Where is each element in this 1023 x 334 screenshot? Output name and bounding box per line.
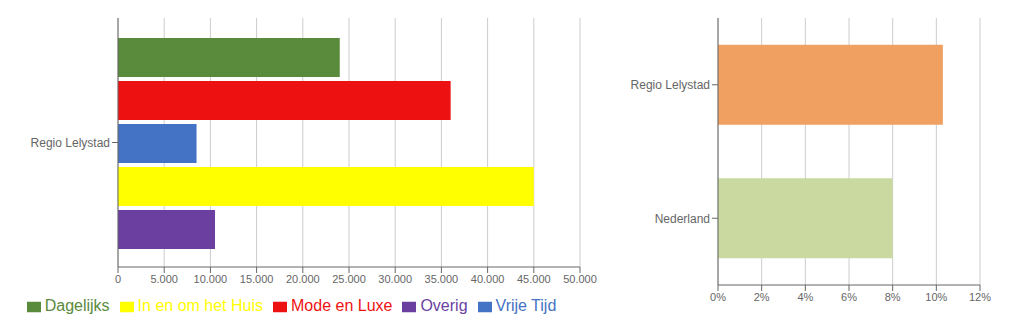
svg-text:45.000: 45.000 bbox=[517, 273, 551, 285]
svg-text:4%: 4% bbox=[797, 291, 813, 303]
svg-text:Regio Lelystad: Regio Lelystad bbox=[631, 78, 710, 92]
svg-text:0: 0 bbox=[115, 273, 121, 285]
svg-text:50.000: 50.000 bbox=[563, 273, 597, 285]
svg-text:40.000: 40.000 bbox=[471, 273, 505, 285]
html-text:Overig: Overig bbox=[420, 297, 468, 314]
html-text:Vrije Tijd: Vrije Tijd bbox=[495, 297, 557, 314]
svg-text:8%: 8% bbox=[885, 291, 901, 303]
svg-text:12%: 12% bbox=[969, 291, 991, 303]
svg-text:25.000: 25.000 bbox=[332, 273, 366, 285]
svg-text:10.000: 10.000 bbox=[194, 273, 228, 285]
svg-text:5.000: 5.000 bbox=[150, 273, 178, 285]
svg-text:Nederland: Nederland bbox=[655, 212, 710, 226]
svg-text:35.000: 35.000 bbox=[425, 273, 459, 285]
svg-text:20.000: 20.000 bbox=[286, 273, 320, 285]
svg-text:15.000: 15.000 bbox=[240, 273, 274, 285]
svg-text:2%: 2% bbox=[754, 291, 770, 303]
svg-text:6%: 6% bbox=[841, 291, 857, 303]
svg-text:10%: 10% bbox=[925, 291, 947, 303]
svg-text:Regio Lelystad: Regio Lelystad bbox=[31, 136, 110, 150]
svg-text:30.000: 30.000 bbox=[378, 273, 412, 285]
html-text:Dagelijks: Dagelijks bbox=[44, 297, 110, 314]
html-text:In en om het Huis: In en om het Huis bbox=[137, 297, 263, 314]
svg-text:0%: 0% bbox=[710, 291, 726, 303]
html-text:Mode en Luxe: Mode en Luxe bbox=[291, 297, 393, 314]
